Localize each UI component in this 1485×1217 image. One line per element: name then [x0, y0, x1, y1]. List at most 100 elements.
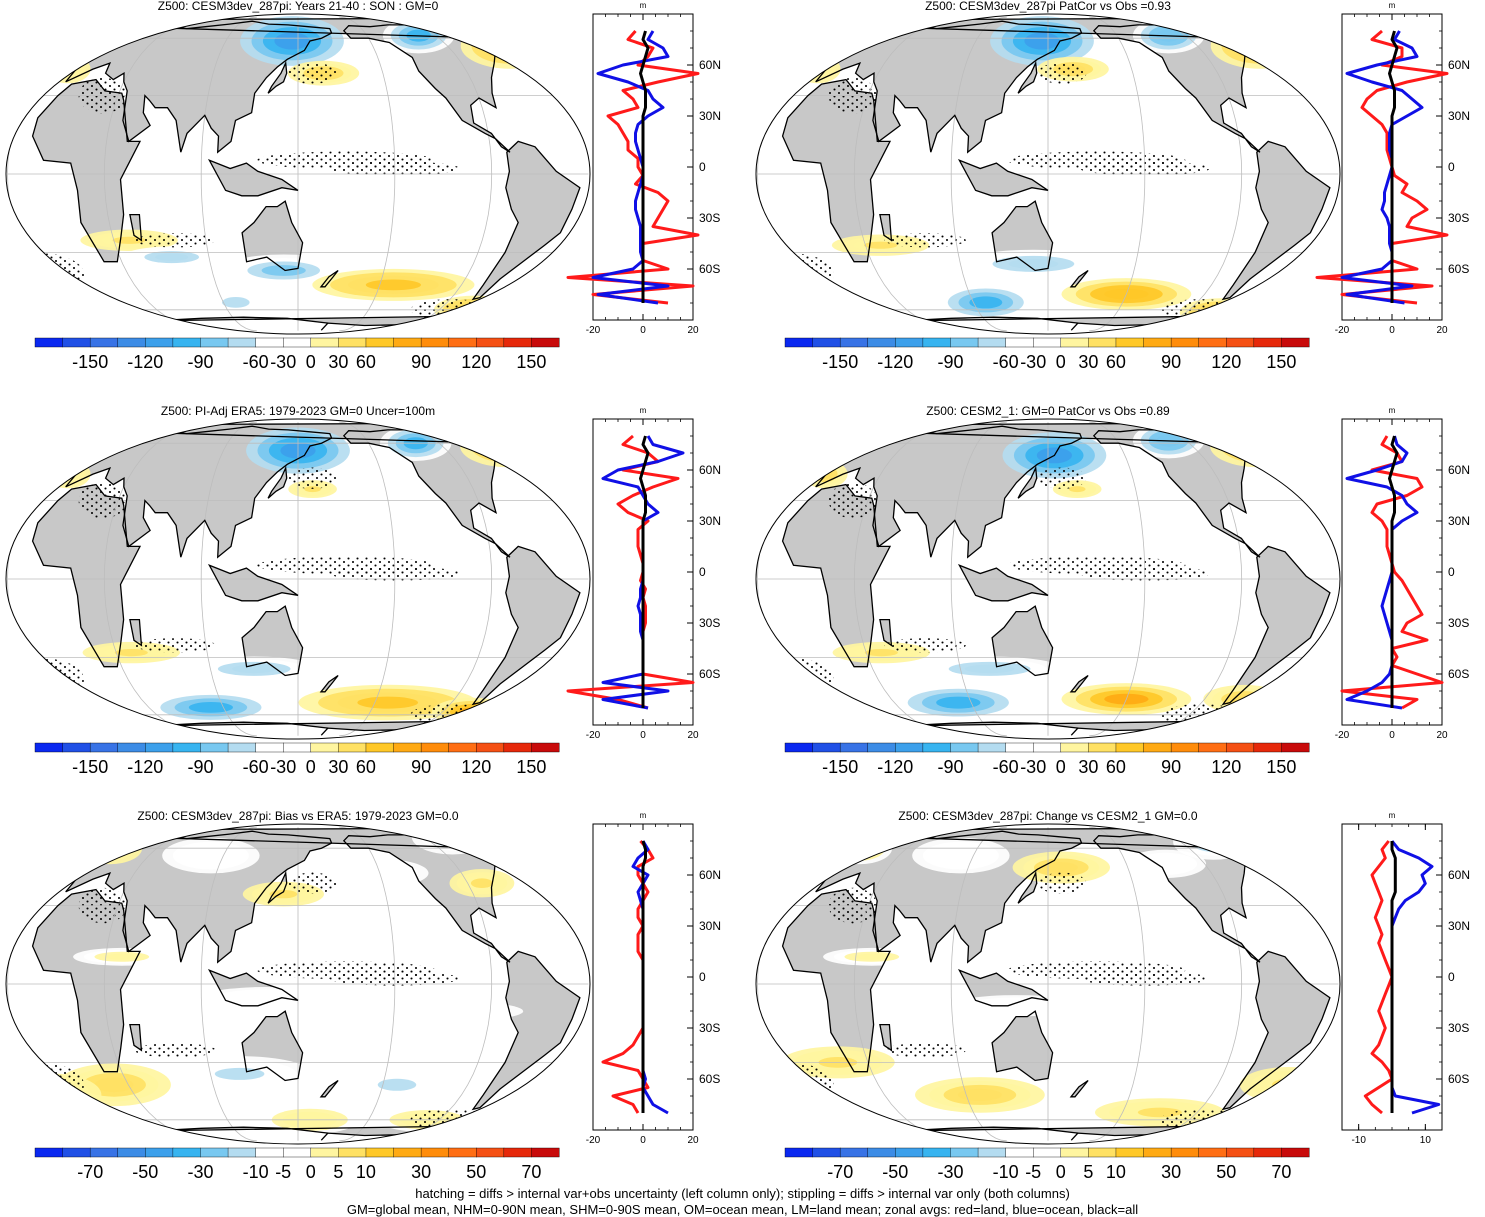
- colorbar-tick-label: 30: [1161, 1162, 1181, 1182]
- land-eurasia: [65, 831, 332, 963]
- anomaly-shell: [1272, 1078, 1305, 1091]
- anomaly-shell: [1148, 1013, 1204, 1021]
- colorbar-bin: [784, 337, 814, 348]
- coastline-south-america: [1221, 140, 1331, 301]
- colorbar-bin: [531, 1147, 560, 1158]
- zonal-lat-tick-label: 0: [699, 160, 706, 174]
- anomaly-shell: [1210, 22, 1309, 69]
- land-africa: [32, 484, 140, 667]
- stippling-region: [134, 1043, 216, 1058]
- colorbar: -150 -120 -90 -60 -30 0 30 60 90 120 150: [34, 337, 560, 372]
- anomaly-shell: [414, 1007, 470, 1015]
- zonal-x-tick-label: -20: [586, 1135, 601, 1146]
- anomaly-negative-3: [162, 837, 260, 874]
- land-new-zealand: [321, 1080, 339, 1097]
- zonal-lat-tick-label: 30S: [1448, 211, 1469, 225]
- coastline-africa: [31, 78, 142, 263]
- zonal-lat-tick-label: 0: [699, 565, 706, 579]
- colorbar-tick-label: 60: [356, 757, 376, 777]
- zonal-x-tick-label: 20: [687, 325, 699, 336]
- anomaly-negative-7: [951, 995, 1081, 1017]
- colorbar-bin: [812, 742, 841, 753]
- panel-2: Z500: CESM3dev_287pi PatCor vs Obs =0.93…: [755, 0, 1470, 372]
- colorbar-bin: [255, 1147, 284, 1158]
- colorbar-bin: [531, 742, 560, 753]
- colorbar-bin: [503, 742, 532, 753]
- colorbar-bin: [812, 1147, 841, 1158]
- colorbar-bin: [200, 337, 229, 348]
- colorbar-bin: [89, 1147, 119, 1158]
- zonal-lat-tick-label: 0: [1448, 565, 1455, 579]
- land-indonesia: [209, 565, 298, 601]
- colorbar-bin: [867, 742, 896, 753]
- graticule-meridian: [950, 16, 1007, 332]
- stippling-region: [287, 62, 337, 84]
- zonal-line-ocean: [591, 30, 670, 305]
- anomaly-shell: [1261, 1074, 1316, 1095]
- coastline-eurasia: [65, 425, 333, 559]
- colorbar-bin: [1170, 742, 1200, 753]
- stippling-region: [1037, 62, 1087, 84]
- coastline-eurasia: [65, 830, 333, 964]
- colorbar-bin: [89, 337, 119, 348]
- land-madagascar: [879, 1024, 892, 1051]
- zonal-line-all: [639, 435, 650, 708]
- zonal-lat-tick-label: 60S: [699, 1072, 720, 1086]
- anomaly-shell: [365, 279, 421, 291]
- colorbar-bin: [1060, 337, 1089, 348]
- colorbar-bin: [1226, 1147, 1255, 1158]
- coastline-japan: [267, 870, 288, 904]
- colorbar-tick-label: -90: [187, 757, 213, 777]
- land-north-america: [1093, 834, 1260, 963]
- colorbar-bin: [34, 1147, 64, 1158]
- zonal-lat-tick-label: 30N: [699, 514, 721, 528]
- colorbar-tick-label: -120: [877, 352, 913, 372]
- colorbar-bin: [62, 337, 91, 348]
- anomaly-shell: [98, 842, 121, 854]
- anomaly-shell: [188, 702, 233, 713]
- zonal-lat-tick-label: 30S: [699, 1021, 720, 1035]
- colorbar-bin: [310, 1147, 339, 1158]
- coastline-madagascar: [879, 1023, 893, 1052]
- coastline-africa: [31, 483, 142, 668]
- anomaly-shell: [1191, 831, 1237, 852]
- zonal-line-all: [641, 840, 647, 1113]
- colorbar-tick-label: -120: [877, 757, 913, 777]
- zonal-x-tick-label: 10: [1420, 1135, 1432, 1146]
- colorbar-tick-label: 150: [516, 352, 546, 372]
- anomaly-shell: [817, 469, 833, 479]
- colorbar-bin: [1060, 1147, 1089, 1158]
- colorbar-tick-label: -60: [993, 757, 1019, 777]
- zonal-x-tick-label: 20: [1436, 325, 1448, 336]
- anomaly-positive-6: [823, 947, 921, 966]
- coastline-japan: [1017, 465, 1038, 499]
- panel-3: Z500: PI-Adj ERA5: 1979-2023 GM=0 Uncer=…: [5, 404, 721, 777]
- colorbar-bin: [1281, 337, 1310, 348]
- anomaly-negative-10: [361, 1000, 524, 1022]
- colorbar-bin: [200, 1147, 229, 1158]
- zonal-units-label: m: [1389, 406, 1396, 415]
- land-madagascar: [129, 619, 142, 646]
- anomaly-shell: [1199, 835, 1228, 848]
- anomaly-shell: [94, 1077, 134, 1093]
- anomaly-shell: [1044, 862, 1078, 873]
- coastline-indonesia: [207, 564, 299, 602]
- colorbar-bin: [145, 337, 174, 348]
- anomaly-shell: [957, 1088, 1003, 1101]
- zonal-x-tick-label: -20: [586, 730, 601, 741]
- anomaly-shell: [482, 32, 537, 59]
- colorbar-bin: [227, 742, 257, 753]
- land-south-america: [473, 141, 580, 300]
- colorbar-bin: [531, 337, 560, 348]
- colorbar-tick-label: 0: [1056, 352, 1066, 372]
- anomaly-shell: [1024, 32, 1060, 50]
- colorbar-tick-label: 120: [1211, 352, 1241, 372]
- anomaly-negative-1: [411, 824, 493, 855]
- colorbar-bin: [977, 742, 1007, 753]
- colorbar-tick-label: 30: [328, 352, 348, 372]
- colorbar-tick-label: 30: [411, 1162, 431, 1182]
- zonal-lat-tick-label: 60N: [699, 58, 721, 72]
- anomaly-shell: [470, 429, 547, 463]
- stippling-region: [884, 638, 966, 653]
- graticule-meridian: [103, 826, 216, 1142]
